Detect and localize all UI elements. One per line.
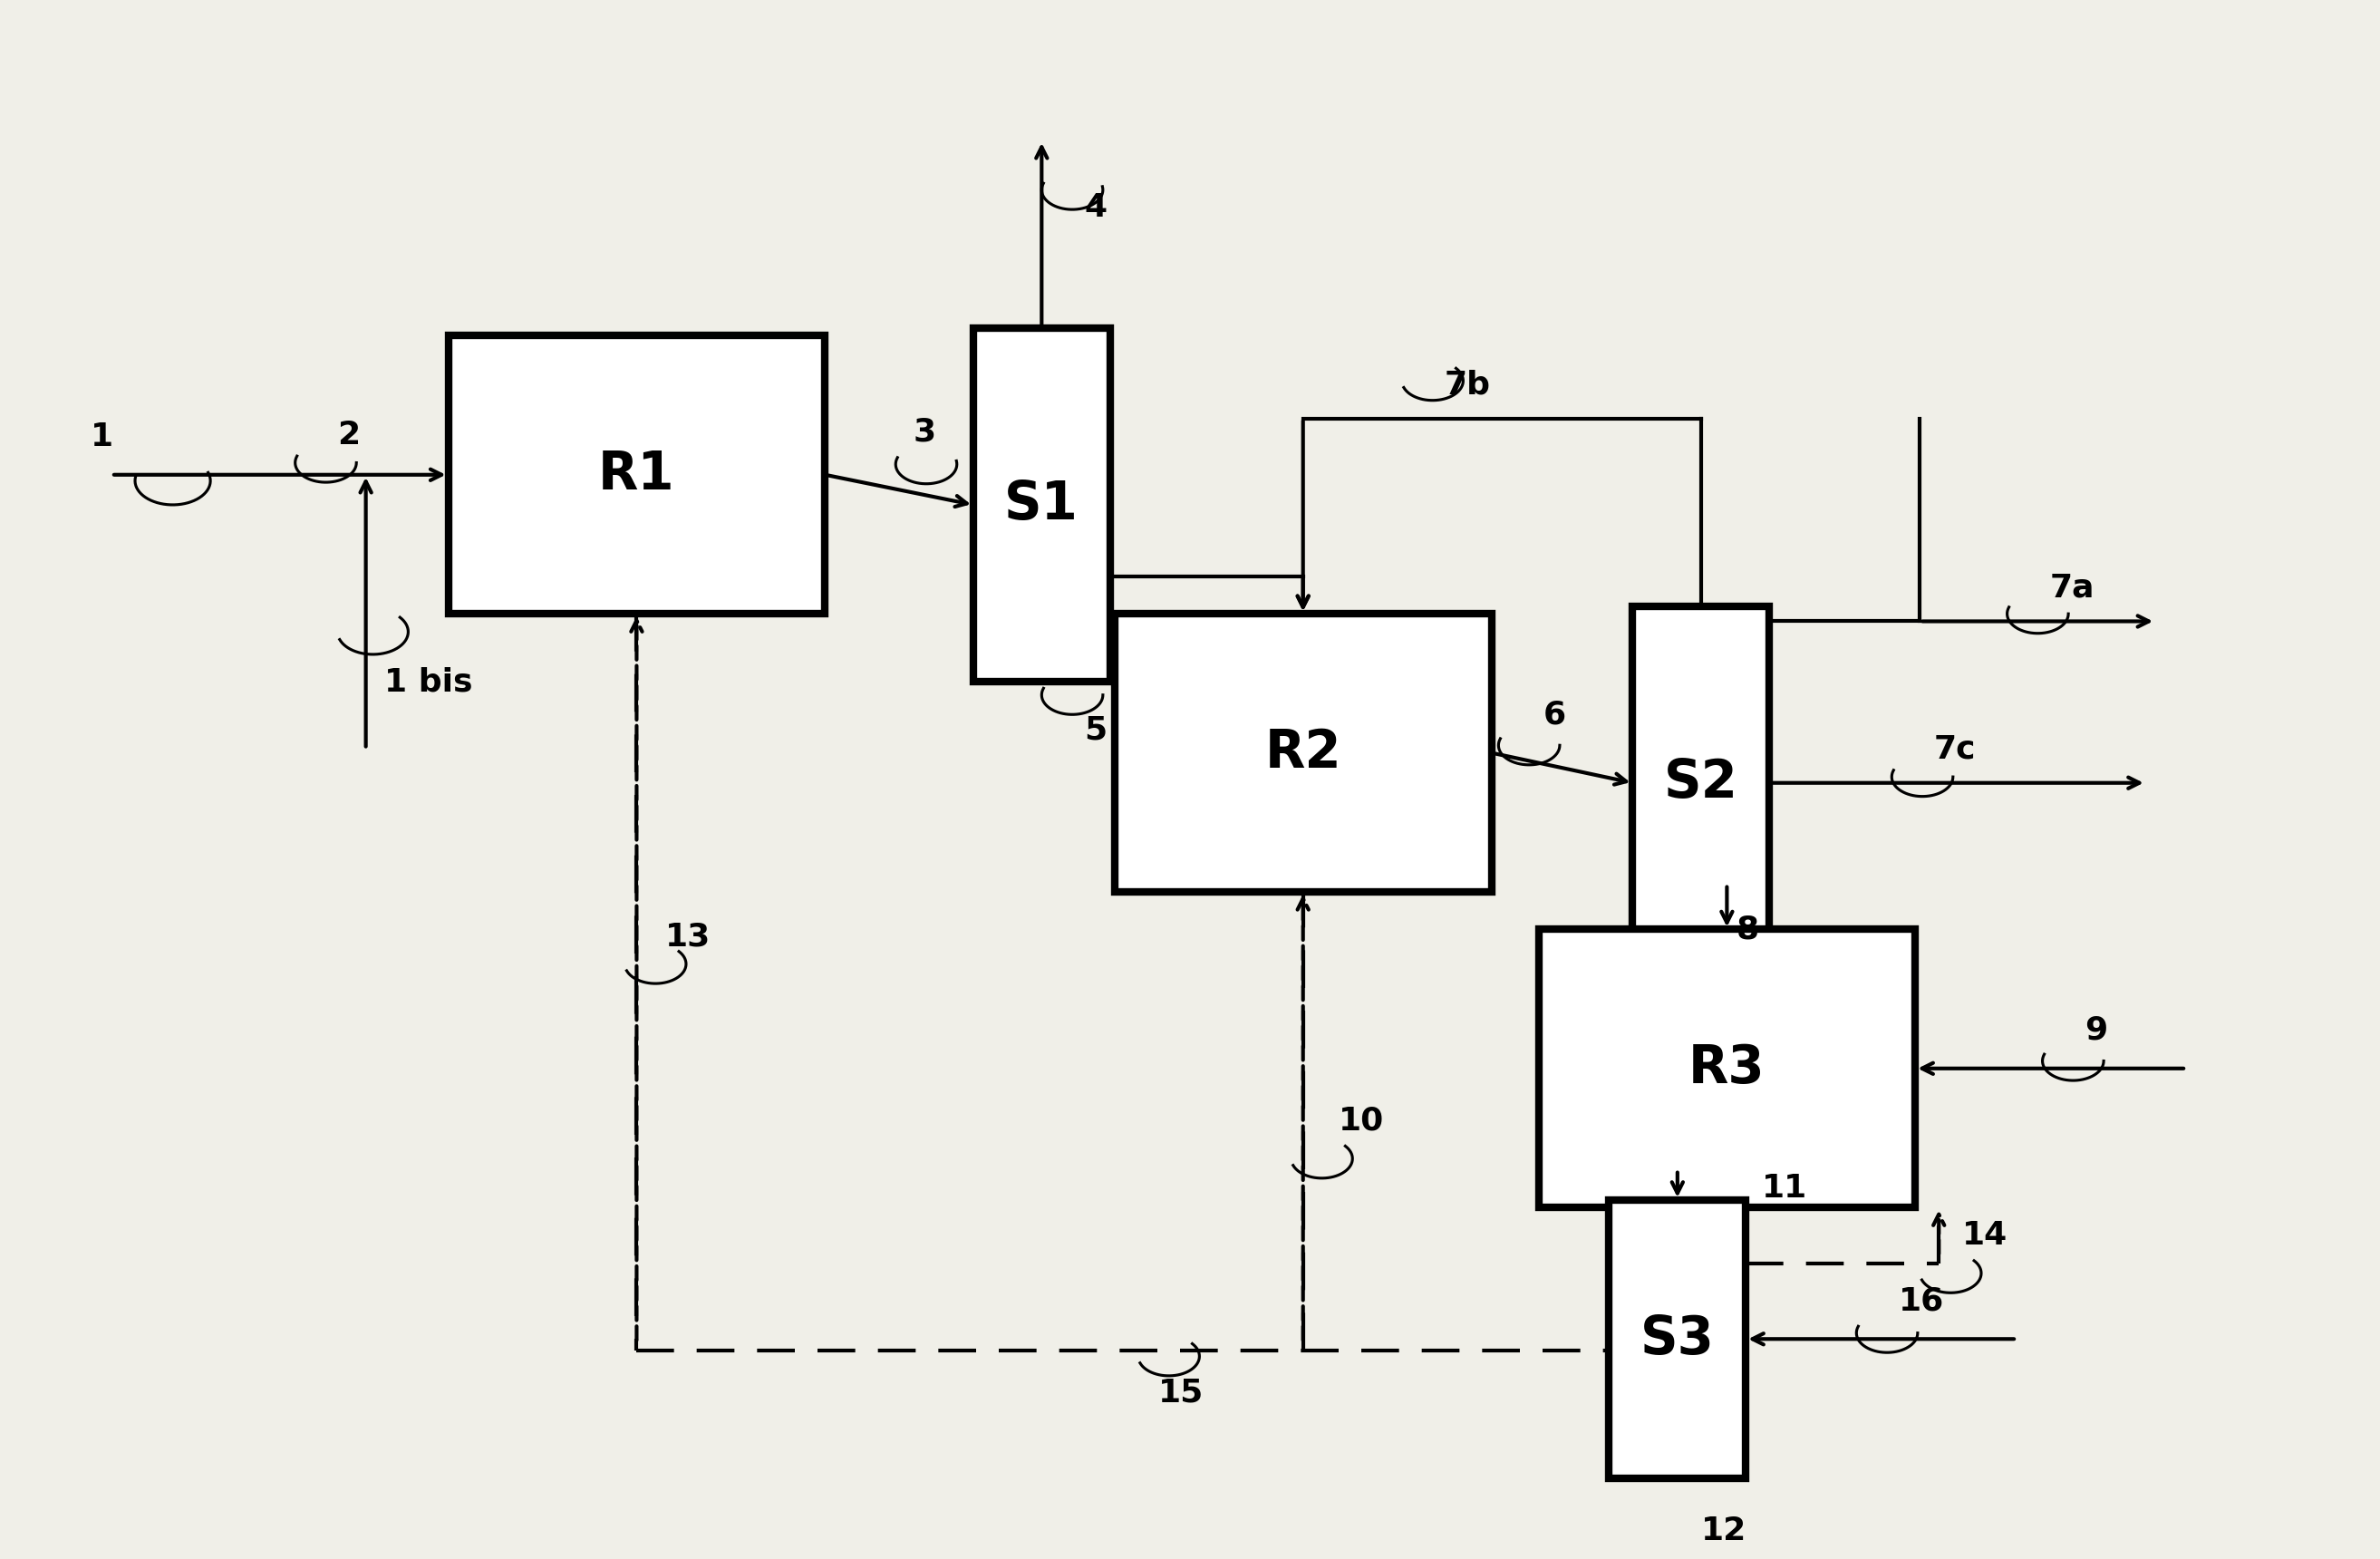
Bar (447, 335, 826, 614)
Text: R3: R3 (1687, 1043, 1766, 1094)
Text: S2: S2 (1664, 758, 1737, 809)
Text: 13: 13 (664, 921, 709, 953)
Text: R1: R1 (597, 449, 676, 500)
Text: R2: R2 (1264, 726, 1342, 778)
Text: 14: 14 (1963, 1221, 2009, 1250)
Text: 7c: 7c (1935, 734, 1975, 765)
Bar (1609, 1200, 1747, 1478)
Text: 7b: 7b (1445, 369, 1490, 401)
Bar (1114, 614, 1492, 892)
Text: 7a: 7a (2049, 572, 2094, 603)
Text: 3: 3 (914, 416, 935, 447)
Text: 5: 5 (1083, 714, 1107, 745)
Text: 9: 9 (2085, 1015, 2109, 1046)
Bar (973, 329, 1109, 681)
Text: 4: 4 (1083, 192, 1107, 223)
Text: 2: 2 (338, 419, 359, 451)
Text: 1: 1 (90, 421, 114, 452)
Text: 12: 12 (1702, 1515, 1747, 1547)
Text: 6: 6 (1542, 700, 1566, 730)
Text: 10: 10 (1338, 1105, 1383, 1137)
Text: S1: S1 (1004, 479, 1078, 530)
Text: S3: S3 (1640, 1313, 1714, 1364)
Bar (1633, 606, 1768, 959)
Text: 15: 15 (1157, 1377, 1204, 1408)
Text: 8: 8 (1737, 914, 1759, 945)
Text: 16: 16 (1899, 1286, 1944, 1316)
Text: 1 bis: 1 bis (386, 666, 474, 697)
Text: 11: 11 (1761, 1174, 1809, 1204)
Bar (1537, 929, 1916, 1208)
